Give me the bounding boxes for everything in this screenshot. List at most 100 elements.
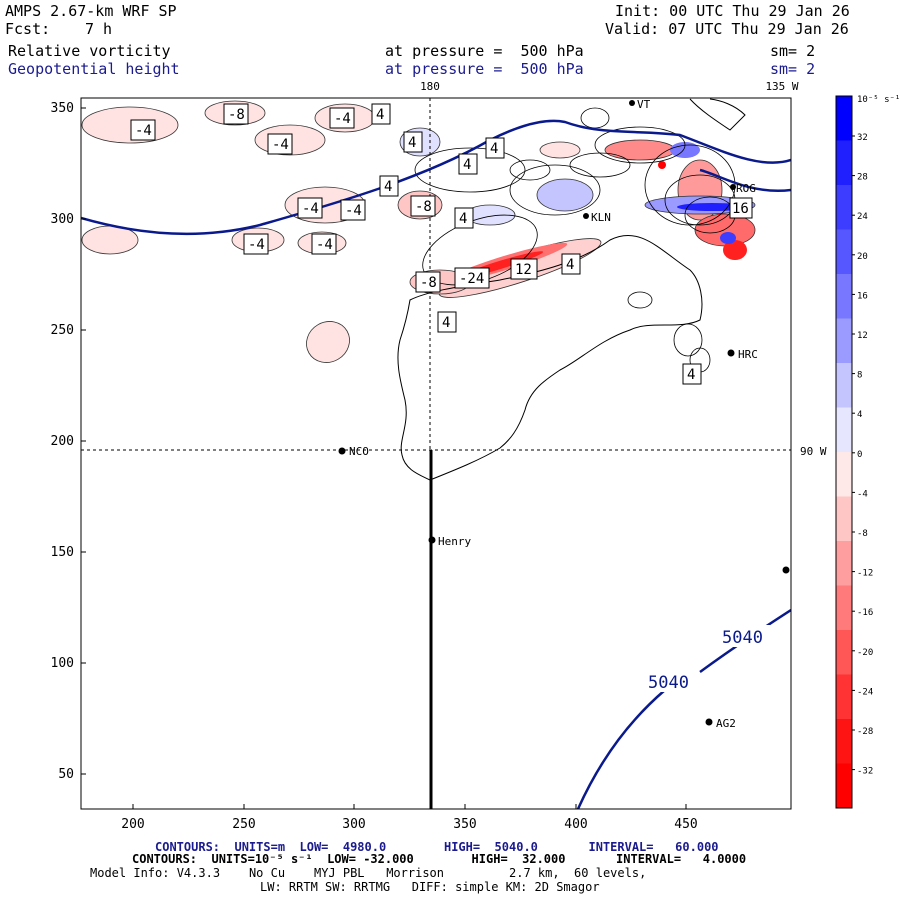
vort-label-box (371, 103, 391, 125)
height-label: 5040 (722, 628, 763, 648)
station-dot-hrc (727, 349, 735, 357)
colorbar-label: -4 (857, 489, 868, 499)
y-tick-label: 50 (58, 767, 74, 782)
vort-label-box (458, 153, 478, 175)
colorbar-labels: 32 28 24 20 16 12 8 4 0 -4 -8 -12 -16 -20 -24 -28 -32 (852, 133, 873, 777)
vort-contour (580, 107, 610, 129)
x-tick-label: 300 (342, 817, 365, 832)
footer-vorticity-contours: CONTOURS: UNITS=10⁻⁵ s⁻¹ LOW= -32.000 HI… (132, 852, 747, 866)
footer-physics-info: LW: RRTM SW: RRTMG DIFF: simple KM: 2D S… (260, 880, 600, 894)
station-label-hrc: HRC (738, 348, 758, 361)
vort-contour (509, 159, 551, 181)
valid-time: Valid: 07 UTC Thu 29 Jan 26 (605, 20, 849, 38)
vort-label: 4 (687, 367, 695, 383)
colorbar-swatch (836, 274, 852, 319)
colorbar-label: 32 (857, 133, 868, 143)
coastline (689, 98, 746, 131)
colorbar-label: 12 (857, 331, 868, 341)
vort-label-box (454, 267, 490, 289)
field1-name: Relative vorticity (8, 42, 171, 60)
forecast-label: Fcst: (5, 20, 51, 38)
vort-label-box (311, 233, 337, 255)
colorbar-label: -8 (857, 529, 868, 539)
vort-label: -4 (334, 111, 351, 127)
height-contours (81, 119, 791, 809)
vort-label: -24 (459, 271, 484, 287)
colorbar-label: -24 (857, 687, 873, 697)
vort-label-box (454, 207, 474, 229)
vort-contour (509, 164, 601, 216)
y-tick-label: 250 (51, 323, 74, 338)
vort-label-box (329, 107, 355, 129)
vort-contour (627, 291, 653, 309)
vort-label: -8 (420, 275, 437, 291)
vort-label: 4 (463, 157, 471, 173)
meridian-180-label: 180 (420, 80, 440, 93)
map-field (81, 98, 791, 809)
y-tick-label: 100 (51, 656, 74, 671)
vort-label-box (561, 253, 581, 275)
x-axis: 200 250 300 350 400 450 (121, 817, 697, 832)
field1-smoothing: sm= 2 (770, 42, 816, 60)
height-contour-line (699, 168, 791, 193)
field2-smoothing: sm= 2 (770, 60, 816, 78)
height-label: 5040 (648, 673, 689, 693)
vort-label-box (682, 363, 702, 385)
vort-label: -4 (302, 201, 319, 217)
field2-level: at pressure = 500 hPa (385, 60, 584, 78)
vort-label: -8 (228, 107, 245, 123)
vort-label-box (297, 197, 323, 219)
vort-label-box (130, 119, 156, 141)
colorbar-label: 24 (857, 212, 868, 222)
x-tick-label: 350 (453, 817, 476, 832)
vort-label: 4 (408, 135, 416, 151)
height-contour-line (576, 689, 666, 809)
vort-patch (536, 178, 594, 212)
colorbar: 10⁻⁵ s⁻¹ 32 28 24 20 16 12 8 4 0 -4 -8 -12 -16 -20 -24… (835, 95, 900, 809)
height-label-bg (720, 625, 770, 647)
y-tick-label: 350 (51, 101, 74, 116)
station-label-kln: KLN (591, 211, 611, 224)
colorbar-swatch (836, 363, 852, 408)
meridian-135w-label: 135 W (765, 80, 798, 93)
vort-patch (720, 232, 736, 244)
y-axis: 350 300 250 200 150 100 50 (51, 101, 74, 782)
vort-contour (414, 147, 526, 193)
y-tick-label: 300 (51, 212, 74, 227)
vort-label-box (437, 311, 457, 333)
colorbar-swatch (836, 185, 852, 230)
y-tick-label: 150 (51, 545, 74, 560)
colorbar-label: 4 (857, 410, 862, 420)
x-tick-label: 250 (232, 817, 255, 832)
height-label-bg (646, 670, 696, 692)
model-title: AMPS 2.67-km WRF SP (5, 2, 177, 20)
colorbar-label: -20 (857, 648, 873, 658)
axis-ticks (81, 107, 687, 809)
colorbar-label: 16 (857, 291, 868, 301)
footer-height-contours: CONTOURS: UNITS=m LOW= 4980.0 HIGH= 5040… (155, 840, 719, 854)
station-dot-vt (629, 100, 635, 106)
colorbar-swatch (836, 585, 852, 631)
colorbar-label: 20 (857, 252, 868, 262)
vort-contour (673, 323, 703, 357)
station-dot-henry (428, 536, 436, 544)
colorbar-swatch (836, 674, 852, 720)
vort-contour (569, 152, 631, 178)
vort-label-box (267, 133, 293, 155)
vort-label-box (415, 271, 441, 293)
footer-model-info: Model Info: V4.3.3 No Cu MYJ PBL Morriso… (90, 866, 647, 880)
vort-label-box (223, 103, 249, 125)
station-dot-nco (338, 447, 346, 455)
vort-label: 4 (459, 211, 467, 227)
colorbar-swatch (836, 452, 852, 497)
y-tick-label: 200 (51, 434, 74, 449)
station-label-rog: ROG (736, 182, 756, 195)
vort-patch (81, 106, 179, 144)
colorbar-swatch (836, 407, 852, 453)
field2-name: Geopotential height (8, 60, 180, 78)
vort-label: -4 (316, 237, 333, 253)
vort-patch (604, 139, 676, 161)
vort-patch (670, 142, 700, 158)
colorbar-label: -32 (857, 767, 873, 777)
station-dot-east (782, 566, 790, 574)
